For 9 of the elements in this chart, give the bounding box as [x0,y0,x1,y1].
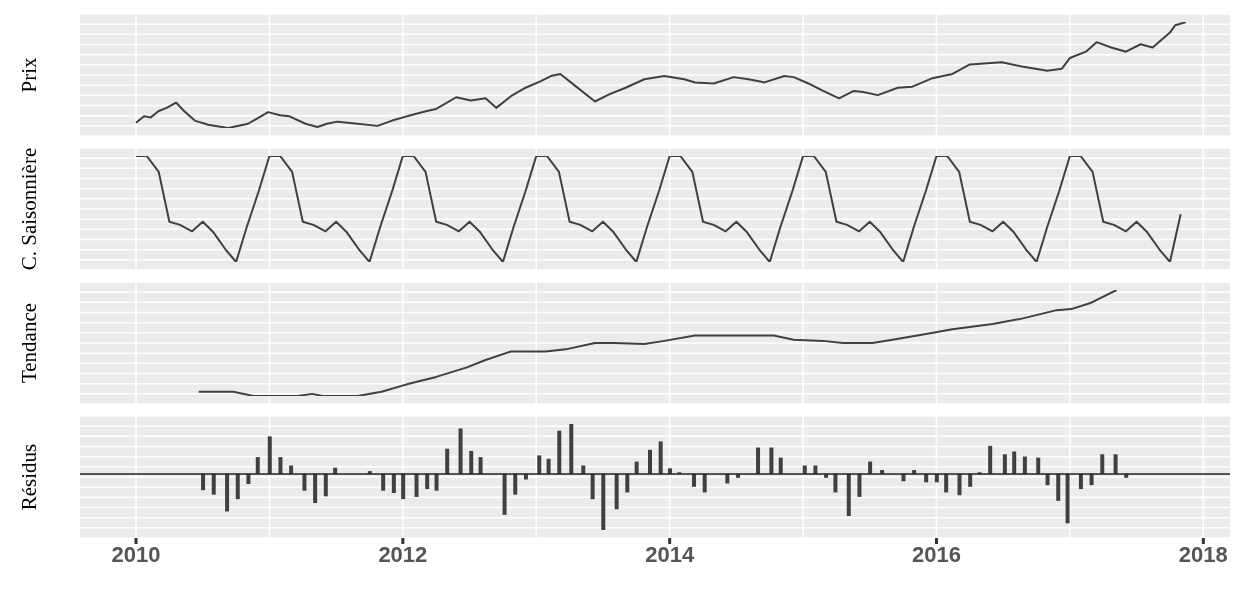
x-tick-label: 2012 [378,541,428,567]
x-tick-label: 2014 [645,541,695,567]
y-axis-title: C. Saisonnière [17,147,42,271]
x-tick-label: 2018 [1178,541,1228,567]
y-axis-title: Tendance [17,302,42,384]
y-axis-title: Résidus [17,443,42,511]
x-tick-label: 2010 [111,541,161,567]
x-tick-label: 2016 [912,541,961,567]
y-axis-title: Prix [17,57,42,93]
